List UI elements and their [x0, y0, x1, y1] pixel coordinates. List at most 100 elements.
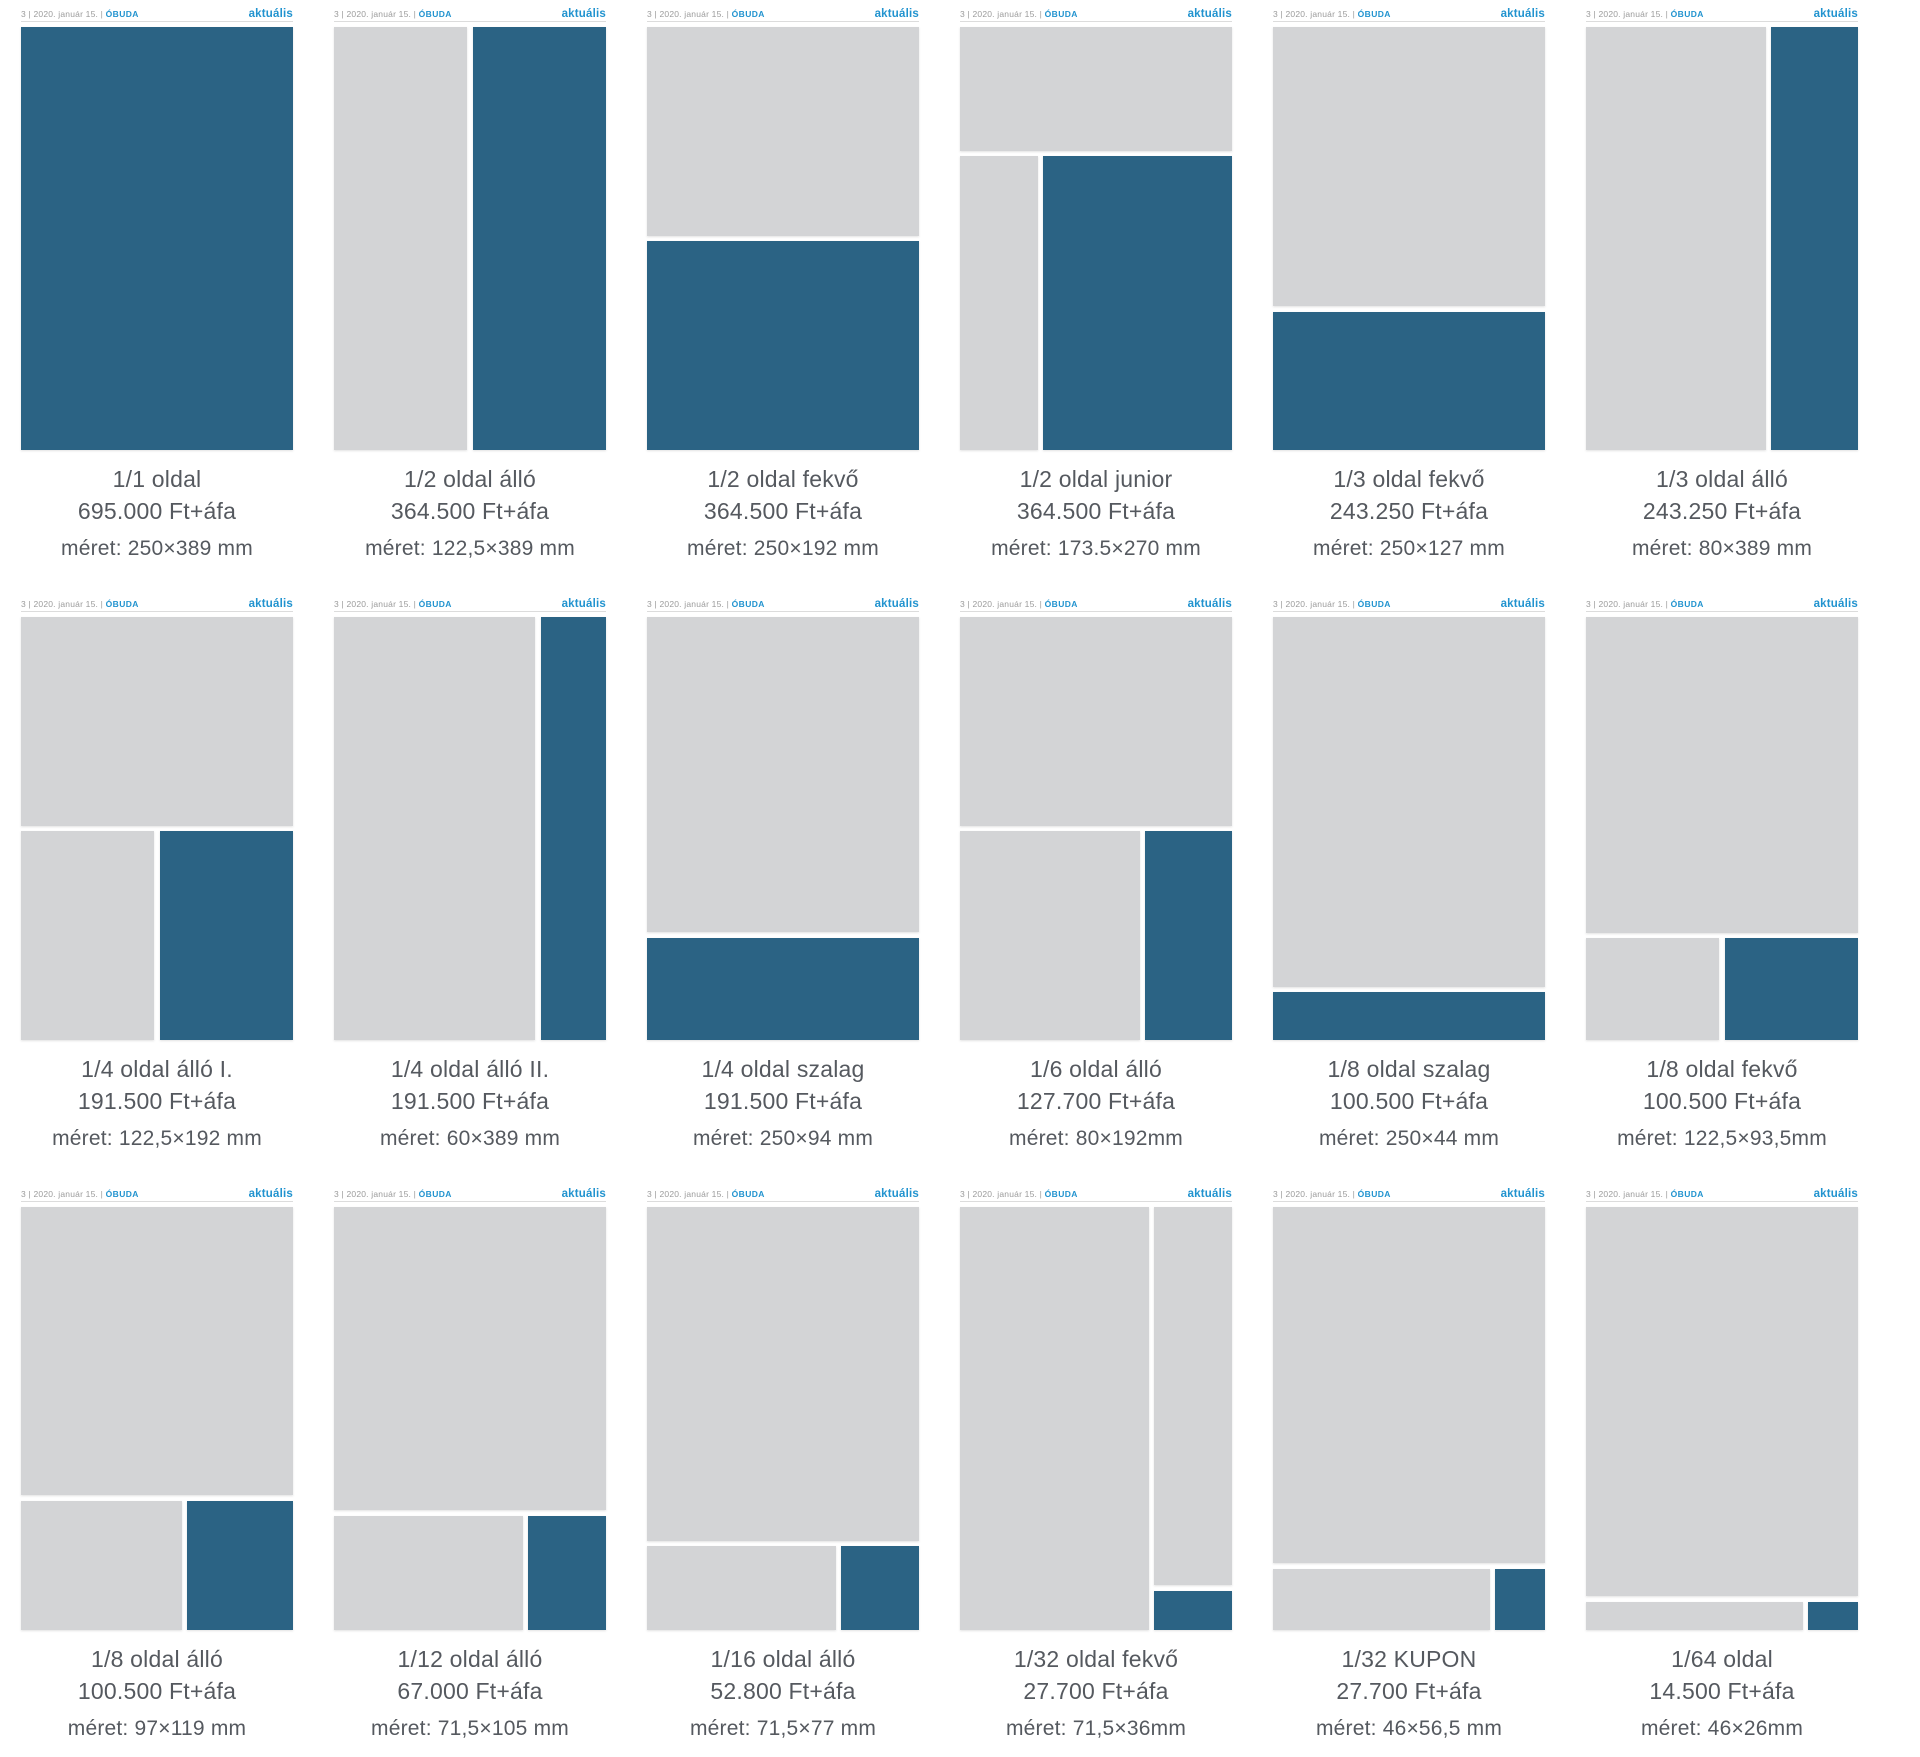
ad-dimensions: méret: 80×192mm	[1009, 1127, 1183, 1150]
content-placeholder	[960, 27, 1232, 151]
mockup-page-header: 3 | 2020. január 15. | ÓBUDA aktuális	[334, 1188, 606, 1202]
ad-size-card: 3 | 2020. január 15. | ÓBUDA aktuális 1/…	[1273, 1188, 1545, 1744]
ad-size-card: 3 | 2020. január 15. | ÓBUDA aktuális 1/…	[647, 598, 919, 1154]
section-label-aktualis: aktuális	[1500, 598, 1545, 610]
content-placeholder	[334, 27, 468, 450]
issue-meta: 3 | 2020. január 15. | ÓBUDA	[334, 9, 452, 19]
brand-obuda: ÓBUDA	[1357, 9, 1391, 19]
ad-size-title: 1/32 oldal fekvő	[1013, 1646, 1179, 1672]
section-label-aktualis: aktuális	[1187, 1188, 1232, 1200]
brand-obuda: ÓBUDA	[105, 1189, 139, 1199]
ad-size-title: 1/12 oldal álló	[397, 1646, 543, 1672]
brand-obuda: ÓBUDA	[418, 599, 452, 609]
brand-obuda: ÓBUDA	[1670, 9, 1704, 19]
brand-obuda: ÓBUDA	[1044, 1189, 1078, 1199]
page-mockup	[21, 617, 293, 1040]
issue-meta: 3 | 2020. január 15. | ÓBUDA	[21, 1189, 139, 1199]
ad-size-title: 1/4 oldal álló I.	[81, 1056, 233, 1082]
mockup-page-header: 3 | 2020. január 15. | ÓBUDA aktuális	[334, 598, 606, 612]
ad-size-title: 1/2 oldal junior	[1019, 466, 1173, 492]
ad-area	[540, 617, 606, 1040]
content-placeholder	[1586, 27, 1766, 450]
ad-price: 243.250 Ft+áfa	[1642, 498, 1802, 524]
page-mockup	[647, 617, 919, 1040]
content-placeholder	[960, 617, 1232, 826]
section-label-aktualis: aktuális	[561, 598, 606, 610]
content-placeholder	[1273, 27, 1545, 307]
issue-date: 3 | 2020. január 15. |	[1586, 9, 1671, 19]
ad-price: 191.500 Ft+áfa	[390, 1088, 550, 1114]
ad-area	[21, 27, 293, 450]
issue-date: 3 | 2020. január 15. |	[1273, 599, 1358, 609]
content-placeholder	[1586, 1601, 1803, 1630]
ad-dimensions: méret: 250×127 mm	[1313, 537, 1505, 560]
ad-price: 127.700 Ft+áfa	[1016, 1088, 1176, 1114]
ad-size-card: 3 | 2020. január 15. | ÓBUDA aktuális 1/…	[960, 598, 1232, 1154]
page-mockup	[334, 27, 606, 450]
ad-price: 364.500 Ft+áfa	[390, 498, 550, 524]
card-caption: 1/8 oldal fekvő 100.500 Ft+áfa méret: 12…	[1586, 1053, 1858, 1154]
section-label-aktualis: aktuális	[1500, 1188, 1545, 1200]
ad-price: 191.500 Ft+áfa	[703, 1088, 863, 1114]
brand-obuda: ÓBUDA	[731, 599, 765, 609]
ad-dimensions: méret: 250×192 mm	[687, 537, 879, 560]
page-mockup	[334, 1207, 606, 1630]
ad-area	[647, 241, 919, 450]
mockup-page-header: 3 | 2020. január 15. | ÓBUDA aktuális	[21, 8, 293, 22]
mockup-page-header: 3 | 2020. január 15. | ÓBUDA aktuális	[1273, 1188, 1545, 1202]
ad-size-card: 3 | 2020. január 15. | ÓBUDA aktuális 1/…	[21, 8, 293, 564]
ad-area	[1807, 1601, 1858, 1630]
issue-meta: 3 | 2020. január 15. | ÓBUDA	[1586, 9, 1704, 19]
ad-size-title: 1/1 oldal	[112, 466, 202, 492]
issue-meta: 3 | 2020. január 15. | ÓBUDA	[1586, 599, 1704, 609]
ad-price: 27.700 Ft+áfa	[1023, 1678, 1169, 1704]
content-placeholder	[960, 831, 1140, 1040]
ad-area	[1724, 938, 1858, 1040]
issue-date: 3 | 2020. január 15. |	[1586, 1189, 1671, 1199]
card-caption: 1/32 KUPON 27.700 Ft+áfa méret: 46×56,5 …	[1273, 1643, 1545, 1744]
ad-dimensions: méret: 122,5×389 mm	[365, 537, 575, 560]
ad-size-card: 3 | 2020. január 15. | ÓBUDA aktuális 1/…	[1273, 8, 1545, 564]
page-mockup	[1586, 617, 1858, 1040]
mockup-page-header: 3 | 2020. január 15. | ÓBUDA aktuális	[21, 1188, 293, 1202]
ad-area	[1770, 27, 1858, 450]
content-placeholder	[21, 617, 293, 826]
issue-date: 3 | 2020. január 15. |	[647, 9, 732, 19]
ad-price: 191.500 Ft+áfa	[77, 1088, 237, 1114]
ad-size-card: 3 | 2020. január 15. | ÓBUDA aktuális 1/…	[334, 598, 606, 1154]
section-label-aktualis: aktuális	[1187, 8, 1232, 20]
page-mockup	[21, 1207, 293, 1630]
ad-size-card: 3 | 2020. január 15. | ÓBUDA aktuális 1/…	[647, 8, 919, 564]
ad-area	[472, 27, 606, 450]
ad-size-title: 1/8 oldal fekvő	[1646, 1056, 1798, 1082]
mockup-page-header: 3 | 2020. január 15. | ÓBUDA aktuális	[960, 598, 1232, 612]
issue-date: 3 | 2020. január 15. |	[334, 9, 419, 19]
ad-dimensions: méret: 80×389 mm	[1631, 537, 1813, 560]
section-label-aktualis: aktuális	[1813, 598, 1858, 610]
issue-date: 3 | 2020. január 15. |	[21, 9, 106, 19]
ad-size-title: 1/32 KUPON	[1341, 1646, 1477, 1672]
ad-area	[1043, 156, 1232, 450]
mockup-page-header: 3 | 2020. január 15. | ÓBUDA aktuális	[1273, 8, 1545, 22]
brand-obuda: ÓBUDA	[105, 9, 139, 19]
mockup-page-header: 3 | 2020. január 15. | ÓBUDA aktuális	[1586, 8, 1858, 22]
ad-price: 100.500 Ft+áfa	[1642, 1088, 1802, 1114]
card-caption: 1/2 oldal junior 364.500 Ft+áfa méret: 1…	[960, 463, 1232, 564]
page-mockup	[1586, 27, 1858, 450]
brand-obuda: ÓBUDA	[1357, 1189, 1391, 1199]
brand-obuda: ÓBUDA	[1044, 9, 1078, 19]
section-label-aktualis: aktuális	[874, 1188, 919, 1200]
ad-dimensions: méret: 122,5×192 mm	[52, 1127, 262, 1150]
content-placeholder	[647, 1546, 836, 1630]
ad-size-card: 3 | 2020. január 15. | ÓBUDA aktuális 1/…	[21, 1188, 293, 1744]
issue-date: 3 | 2020. január 15. |	[647, 599, 732, 609]
card-caption: 1/32 oldal fekvő 27.700 Ft+áfa méret: 71…	[960, 1643, 1232, 1744]
mockup-page-header: 3 | 2020. január 15. | ÓBUDA aktuális	[1273, 598, 1545, 612]
ad-price: 14.500 Ft+áfa	[1649, 1678, 1795, 1704]
ad-size-card: 3 | 2020. január 15. | ÓBUDA aktuális 1/…	[334, 1188, 606, 1744]
page-mockup	[647, 1207, 919, 1630]
ad-size-card: 3 | 2020. január 15. | ÓBUDA aktuális 1/…	[1586, 598, 1858, 1154]
issue-date: 3 | 2020. január 15. |	[647, 1189, 732, 1199]
issue-meta: 3 | 2020. január 15. | ÓBUDA	[1273, 599, 1391, 609]
ad-dimensions: méret: 71,5×105 mm	[371, 1717, 569, 1740]
